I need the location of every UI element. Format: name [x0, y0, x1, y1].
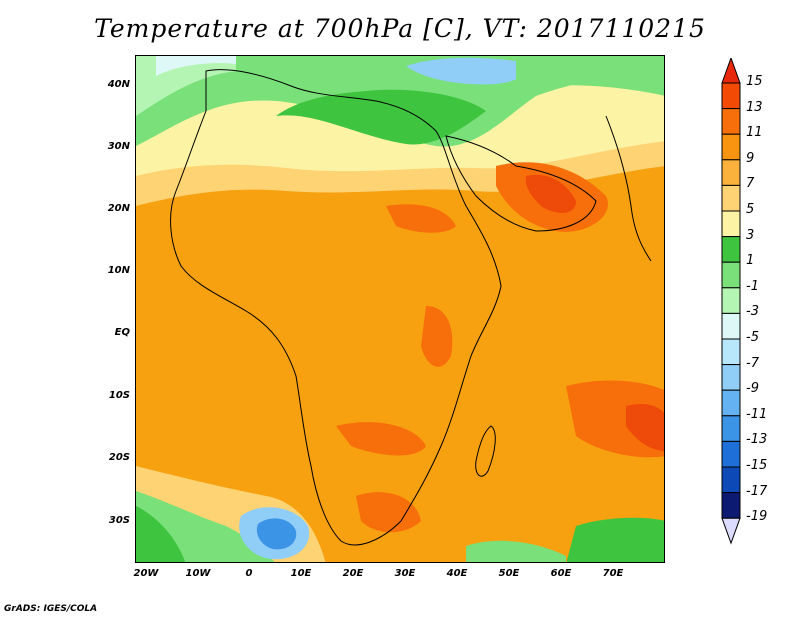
colorbar-label: -9 — [746, 381, 759, 397]
field-south-darkgreen — [136, 506, 186, 562]
field-south-se-green2 — [466, 540, 566, 562]
lon-label-50e: 50E — [498, 568, 520, 579]
field-arabia-hot — [525, 174, 576, 213]
colorbar-label: -5 — [746, 330, 759, 345]
colorbar-label: -19 — [746, 509, 768, 525]
colorbar-label: -13 — [746, 432, 768, 448]
field-indian-hot — [626, 404, 664, 451]
field-north-cyan — [156, 56, 236, 76]
colorbar-segment — [721, 184, 741, 212]
lat-label-20n: 20N — [107, 203, 130, 214]
lon-label-40e: 40E — [446, 568, 468, 579]
colorbar-segment — [721, 492, 741, 519]
colorbar-segment — [721, 287, 741, 314]
lat-label-eq: EQ — [114, 327, 130, 338]
colorbar-segment — [721, 364, 741, 391]
colorbar-label: -1 — [746, 278, 759, 294]
lat-label-30s: 30S — [108, 515, 130, 526]
colorbar-segment — [721, 466, 741, 494]
field-southatl-warm — [336, 422, 426, 456]
colorbar-top-arrow — [721, 58, 741, 84]
colorbar-label: -11 — [746, 406, 768, 422]
field-sahel-warm — [386, 204, 456, 233]
colorbar-segment — [721, 236, 741, 263]
map-title: Temperature at 700hPa [C], VT: 201711021… — [94, 14, 706, 43]
colorbar-label: 15 — [746, 74, 763, 89]
coastlines — [170, 69, 652, 546]
colorbar-label: 11 — [746, 125, 763, 141]
grads-credit: GrADS: IGES/COLA — [4, 604, 98, 614]
colorbar-label: -7 — [746, 355, 759, 371]
colorbar-label: 5 — [746, 202, 755, 217]
lat-label-20s: 20S — [108, 452, 130, 463]
colorbar-label: 7 — [746, 176, 755, 192]
lon-label-10w: 10W — [185, 568, 211, 579]
lon-label-60e: 60E — [550, 568, 572, 579]
colorbar-segment — [721, 108, 741, 135]
colorbar-bottom-arrow — [721, 517, 741, 545]
colorbar-segment — [721, 133, 741, 161]
colorbar-segment — [721, 415, 741, 442]
colorbar-segment — [721, 82, 741, 110]
colorbar-segment — [721, 312, 741, 340]
field-eastafrica-warm — [421, 306, 453, 367]
lat-label-10s: 10S — [108, 390, 130, 401]
colorbar-segment — [721, 389, 741, 417]
lon-label-70e: 70E — [602, 568, 624, 579]
lon-label-10e: 10E — [290, 568, 312, 579]
colorbar-label: 1 — [746, 253, 755, 269]
colorbar-segment — [721, 440, 741, 468]
field-north-darkgreen — [276, 89, 486, 145]
map-panel — [135, 55, 665, 563]
colorbar-segment — [721, 338, 741, 366]
colorbar-segment — [721, 210, 741, 238]
colorbar-label: 3 — [746, 227, 755, 243]
lon-label-0: 0 — [245, 568, 253, 579]
field-north-ne-green — [516, 56, 664, 96]
temperature-field — [136, 56, 664, 562]
lon-label-20e: 20E — [342, 568, 364, 579]
colorbar-label: -15 — [746, 458, 768, 473]
colorbar-segment — [721, 159, 741, 186]
field-southafrica-warm — [356, 492, 421, 533]
colorbar — [721, 58, 741, 545]
colorbar-label: -3 — [746, 304, 759, 320]
lat-label-40n: 40N — [107, 79, 130, 90]
lon-label-30e: 30E — [394, 568, 416, 579]
field-north-blue — [406, 57, 527, 85]
field-cold-core — [256, 518, 297, 550]
lat-label-30n: 30N — [107, 141, 130, 152]
colorbar-segment — [721, 261, 741, 289]
field-south-se-green — [566, 517, 664, 562]
colorbar-label: 13 — [746, 99, 763, 115]
colorbar-label: -17 — [746, 483, 768, 499]
colorbar-label: 9 — [746, 150, 755, 166]
lat-label-10n: 10N — [107, 265, 130, 276]
lon-label-20w: 20W — [133, 568, 159, 579]
